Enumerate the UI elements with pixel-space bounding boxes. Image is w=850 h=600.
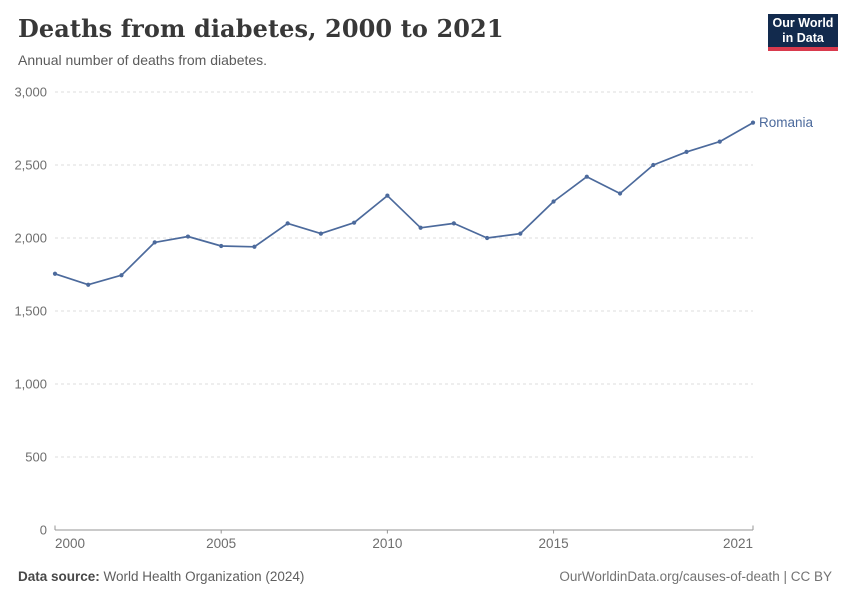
y-tick-label: 1,000 (14, 377, 47, 392)
logo-text-line2: in Data (782, 30, 824, 45)
page-title: Deaths from diabetes, 2000 to 2021 (18, 14, 504, 43)
y-tick-label: 0 (40, 523, 47, 538)
data-point-2002 (119, 273, 124, 278)
logo-text-line1: Our World (772, 15, 834, 30)
data-point-2014 (518, 231, 523, 236)
line-series-romania (54, 121, 754, 286)
data-point-2017 (617, 191, 623, 196)
x-tick-label: 2000 (55, 536, 85, 551)
data-point-2004 (185, 234, 191, 239)
chart-footer: Data source: World Health Organization (… (18, 569, 832, 584)
data-point-2005 (219, 243, 224, 249)
x-tick-label: 2021 (723, 536, 753, 551)
entity-label: Romania (759, 115, 814, 130)
data-point-2018 (651, 162, 656, 168)
data-point-2008 (318, 231, 324, 236)
owid-logo: Our World in Data (768, 14, 838, 51)
x-tick-label: 2015 (539, 536, 569, 551)
data-point-2009 (352, 220, 357, 225)
x-tick-label: 2010 (372, 536, 402, 551)
data-point-2000 (52, 271, 58, 276)
data-point-2013 (484, 235, 490, 241)
data-point-2011 (418, 225, 423, 230)
data-point-2019 (684, 149, 689, 154)
y-tick-label: 500 (25, 450, 47, 465)
data-source-value: World Health Organization (2024) (99, 569, 305, 584)
y-tick-label: 2,000 (14, 231, 47, 246)
data-point-2001 (86, 282, 91, 287)
y-tick-label: 3,000 (14, 85, 47, 100)
chart-subtitle: Annual number of deaths from diabetes. (18, 52, 268, 68)
data-point-2020 (717, 139, 722, 144)
y-tick-label: 2,500 (14, 158, 47, 173)
data-point-2006 (252, 244, 257, 249)
x-tick-label: 2005 (206, 536, 236, 551)
data-point-2010 (385, 193, 390, 198)
data-point-2016 (584, 174, 589, 179)
data-point-2003 (152, 240, 157, 245)
data-source-label: Data source: (18, 569, 100, 584)
data-point-2012 (451, 221, 456, 226)
license-credit: OurWorldinData.org/causes-of-death | CC … (559, 569, 832, 584)
data-point-2021 (750, 120, 756, 125)
data-point-2015 (551, 199, 556, 204)
y-tick-label: 1,500 (14, 304, 47, 319)
data-point-2007 (285, 221, 290, 226)
data-source: Data source: World Health Organization (… (18, 569, 304, 584)
